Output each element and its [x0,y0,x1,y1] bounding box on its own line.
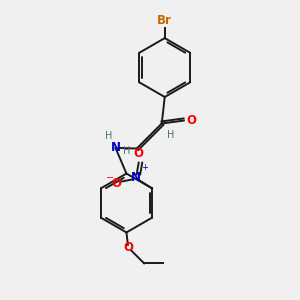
Text: O: O [186,114,196,127]
Text: Br: Br [157,14,172,27]
Text: O: O [112,177,122,190]
Text: H: H [105,131,113,142]
Text: O: O [123,241,133,254]
Text: O: O [134,147,144,160]
Text: −: − [106,173,114,183]
Text: H: H [167,130,175,140]
Text: N: N [111,141,121,154]
Text: N: N [131,172,141,184]
Text: +: + [141,163,148,172]
Text: H: H [123,146,130,157]
